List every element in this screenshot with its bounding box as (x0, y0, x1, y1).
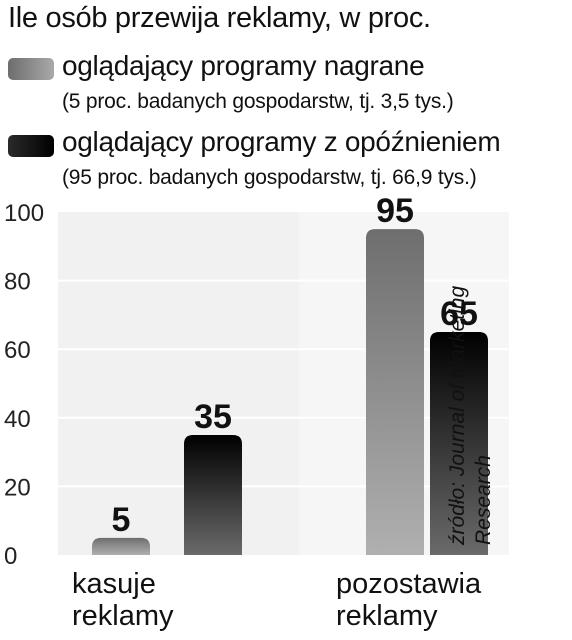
category-label-line: reklamy (336, 600, 438, 632)
legend-swatch-delayed (8, 135, 54, 157)
data-label: 95 (376, 192, 414, 230)
chart-title: Ile osób przewija reklamy, w proc. (8, 2, 431, 34)
y-tick-label: 100 (4, 200, 44, 227)
source-line: źródło: Journal of Marketing (446, 285, 469, 545)
data-label: 5 (112, 501, 131, 539)
bar-recorded (92, 537, 150, 555)
data-label: 65 (440, 295, 478, 333)
category-label-line: kasuje (72, 568, 156, 600)
y-tick-label: 80 (4, 269, 31, 296)
source-line: Research (472, 455, 495, 545)
legend-swatch-recorded (8, 58, 54, 80)
legend-label-delayed: oglądający programy z opóźnieniem (62, 126, 501, 157)
bar-recorded (366, 229, 424, 555)
bar-delayed (184, 434, 242, 555)
y-tick-label: 20 (4, 474, 31, 501)
plot-background (58, 212, 299, 555)
legend-note-delayed: (95 proc. badanych gospodarstw, tj. 66,9… (62, 166, 477, 189)
y-tick-label: 60 (4, 337, 31, 364)
category-label-pozostawia: pozostawia reklamy (336, 568, 481, 632)
data-label: 35 (194, 398, 232, 436)
y-tick-label: 40 (4, 406, 31, 433)
legend-label-recorded: oglądający programy nagrane (62, 50, 425, 81)
legend-note-recorded: (5 proc. badanych gospodarstw, tj. 3,5 t… (62, 90, 454, 113)
y-tick-label: 0 (4, 543, 17, 570)
category-label-kasuje: kasuje reklamy (72, 568, 174, 632)
category-label-line: reklamy (72, 600, 174, 632)
source-note: źródło: Journal of Marketing Research (445, 286, 497, 545)
bar-delayed (430, 332, 488, 555)
category-label-line: pozostawia (336, 568, 482, 600)
